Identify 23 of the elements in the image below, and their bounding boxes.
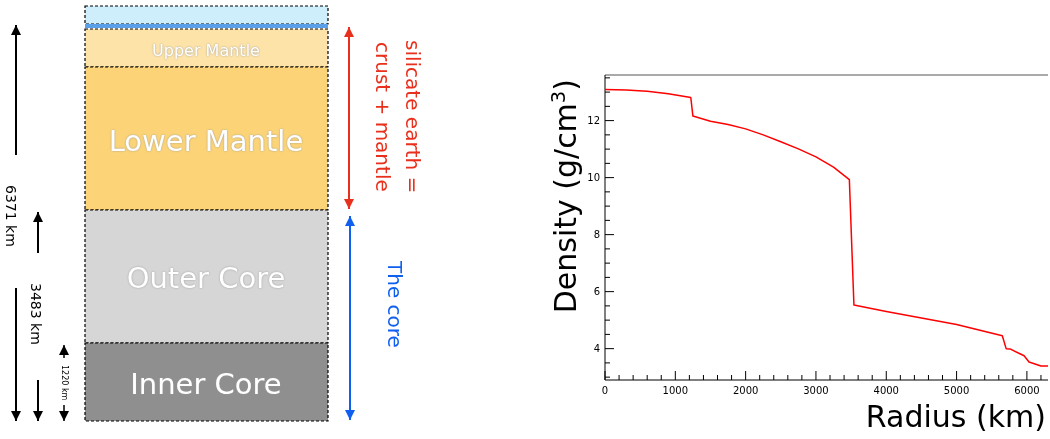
x-tick-label: 1000 xyxy=(662,385,689,396)
y-tick-label: 4 xyxy=(593,343,600,355)
line-series xyxy=(604,88,1049,367)
y-tick-label: 12 xyxy=(587,115,600,127)
y-tick-label: 8 xyxy=(593,229,600,241)
x-axis-title: Radius (km) xyxy=(865,399,1046,434)
text: The core xyxy=(383,260,407,348)
y-tick-label: 6 xyxy=(593,286,600,298)
x-tick-label: 6000 xyxy=(1014,385,1040,396)
x-tick-label: 3000 xyxy=(803,385,829,396)
x-tick-label: 5000 xyxy=(943,385,970,396)
text: silicate earth = xyxy=(401,40,425,194)
text: crust + mantle xyxy=(371,42,395,192)
text: Inner Core xyxy=(130,367,282,401)
x-tick-label: 2000 xyxy=(732,385,759,396)
text: Lower Mantle xyxy=(108,124,304,158)
text: 6371 km xyxy=(3,185,19,247)
text: Upper Mantle xyxy=(152,40,260,60)
text: 3483 km xyxy=(28,283,44,345)
x-tick-label: 0 xyxy=(601,385,609,396)
y-tick-label: 10 xyxy=(587,172,600,184)
x-tick-label: 4000 xyxy=(873,385,899,396)
text: 1220 km xyxy=(59,365,69,401)
